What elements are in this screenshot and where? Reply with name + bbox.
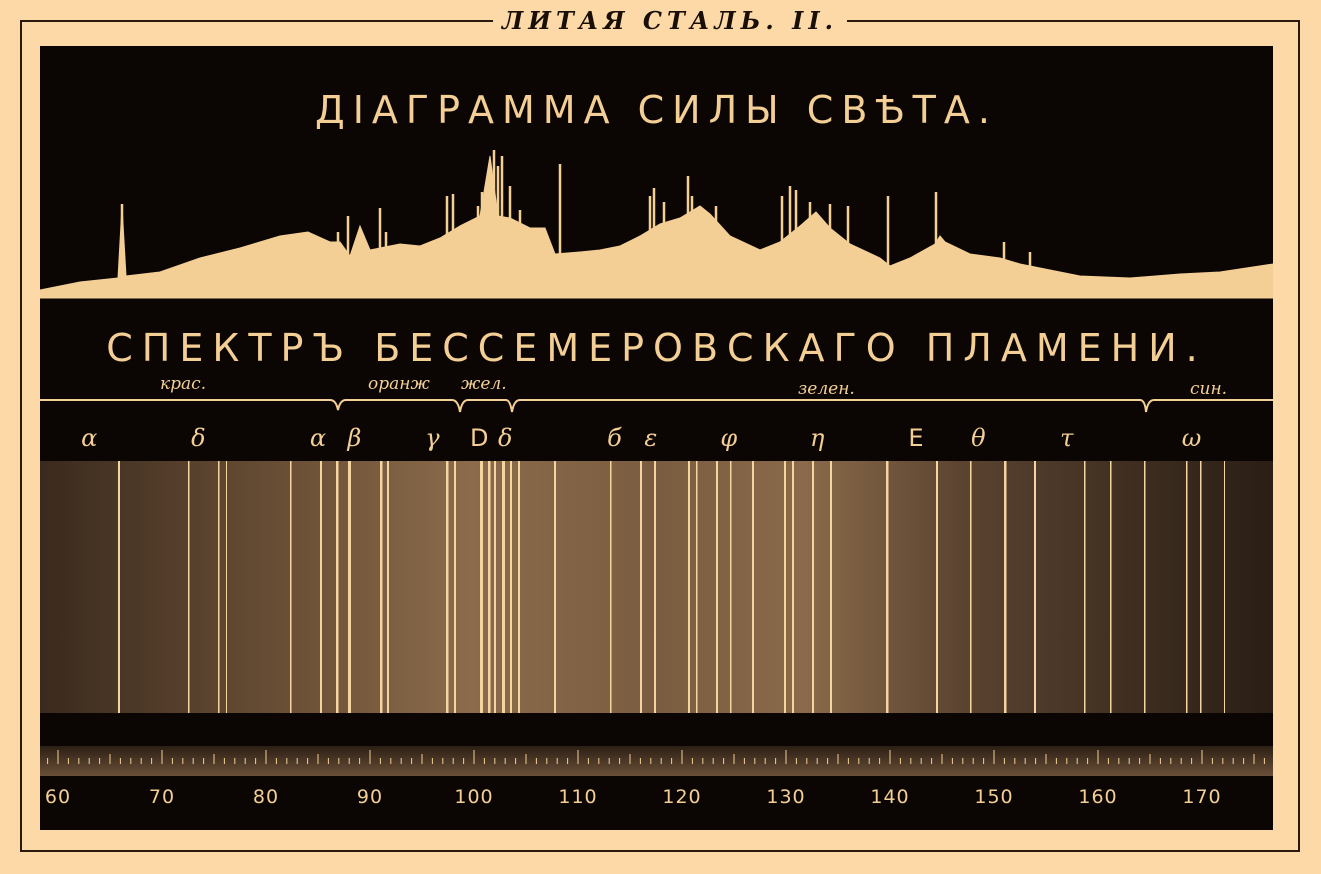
- intensity-title: ДIАГРАММА СИЛЫ СВѢТА.: [315, 88, 998, 132]
- spectrum-line: [1034, 461, 1036, 713]
- spectral-line-label: D: [469, 424, 489, 452]
- intensity-spikes: [120, 150, 1032, 286]
- region-label-red: крас.: [160, 374, 207, 394]
- spectral-line-label: δ: [191, 424, 206, 452]
- spectrum-line: [886, 461, 889, 713]
- spectral-line-label: б: [607, 424, 622, 452]
- scale-number: 120: [662, 786, 702, 808]
- scale-number: 150: [974, 786, 1014, 808]
- spectrum-lines: [118, 461, 1225, 713]
- scale-number: 170: [1182, 786, 1222, 808]
- spectrum-line: [696, 461, 698, 713]
- spectrum-line: [320, 461, 322, 713]
- spectral-line-label: ε: [644, 424, 658, 452]
- region-label-blue: син.: [1190, 379, 1228, 399]
- spectrum-line: [188, 461, 190, 713]
- spectrum-line: [1084, 461, 1086, 713]
- spectral-line-label: φ: [720, 424, 738, 452]
- spectral-line-label: δ: [497, 424, 513, 452]
- scale-number: 140: [870, 786, 910, 808]
- spectrum-line: [752, 461, 754, 713]
- region-label-yellow: жел.: [461, 374, 507, 394]
- spectrum-line: [1224, 461, 1225, 713]
- region-label-green: зелен.: [798, 379, 855, 399]
- spectrum-line: [792, 461, 794, 713]
- spectrum-line: [336, 461, 339, 713]
- scale-number: 70: [148, 786, 176, 808]
- spectrum-line: [488, 461, 491, 713]
- spectral-line-label: α: [81, 424, 98, 452]
- spectrum-line: [688, 461, 690, 713]
- spectrum-line: [554, 461, 556, 713]
- plate-title: ЛИТАЯ СТАЛЬ. II.: [493, 6, 847, 36]
- spectrum-line: [1004, 461, 1007, 713]
- intensity-curve: [40, 155, 1273, 299]
- plate: ДIАГРАММА СИЛЫ СВѢТА. СПЕКТРЪ БЕССЕМЕРОВ…: [40, 46, 1273, 830]
- spectrum-line: [610, 461, 612, 713]
- spectrum-line: [640, 461, 642, 713]
- spectrum-line: [654, 461, 656, 713]
- spectrum-line: [830, 461, 832, 713]
- scale-number: 100: [454, 786, 494, 808]
- spectral-line-label: η: [809, 424, 825, 452]
- spectrum-line: [970, 461, 972, 713]
- spectral-line-label: θ: [971, 424, 986, 452]
- spectrum-line: [518, 461, 520, 713]
- plate-graphics: [40, 150, 1273, 776]
- spectral-line-label: β: [347, 424, 362, 452]
- scale-number: 160: [1078, 786, 1118, 808]
- spectrum-line: [936, 461, 938, 713]
- spectrum-line: [380, 461, 383, 713]
- scale-number: 60: [44, 786, 72, 808]
- spectrum-line: [1186, 461, 1188, 713]
- spectrum-line: [454, 461, 456, 713]
- spectral-line-label: E: [908, 424, 924, 452]
- spectrum-line: [784, 461, 786, 713]
- spectral-line-label: τ: [1060, 424, 1074, 452]
- spectrum-line: [348, 461, 351, 713]
- scale-number: 130: [766, 786, 806, 808]
- spectrum-line: [290, 461, 292, 713]
- region-brace: [40, 399, 1273, 413]
- spectrum-title: СПЕКТРЪ БЕССЕМЕРОВСКАГО ПЛАМЕНИ.: [106, 326, 1207, 370]
- scale-number: 110: [558, 786, 598, 808]
- spectrum-line: [480, 461, 483, 713]
- spectrum-line: [1110, 461, 1112, 713]
- spectrum-line: [218, 461, 220, 713]
- spectrum-line: [387, 461, 389, 713]
- spectrum-line: [118, 461, 120, 713]
- spectrum-line: [1144, 461, 1146, 713]
- spectral-line-label: ω: [1181, 424, 1202, 452]
- spectrum-line: [510, 461, 512, 713]
- spectrum-line: [716, 461, 718, 713]
- spectrum-line: [502, 461, 505, 713]
- scale-number: 90: [356, 786, 384, 808]
- scale-ticks: [47, 750, 1265, 764]
- spectral-line-label: γ: [425, 424, 440, 452]
- spectrum-band: [40, 461, 1273, 713]
- spectrum-line: [1200, 461, 1202, 713]
- spectrum-line: [446, 461, 449, 713]
- spectrum-line: [494, 461, 496, 713]
- scale-number: 80: [252, 786, 280, 808]
- spectrum-line: [226, 461, 227, 713]
- region-label-orange: оранж: [368, 374, 430, 394]
- spectral-line-label: α: [309, 424, 327, 452]
- spectrum-line: [812, 461, 814, 713]
- spectrum-line: [730, 461, 732, 713]
